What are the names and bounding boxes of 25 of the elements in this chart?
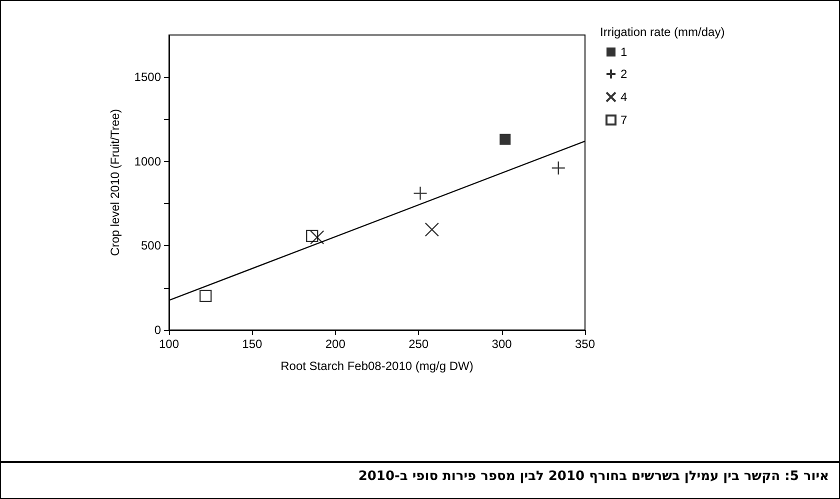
x-tick-label: 100 [158, 337, 180, 351]
x-tick-label: 200 [325, 337, 346, 351]
y-tick-label: 0 [154, 323, 162, 337]
y-tick-label: 500 [140, 238, 162, 253]
text: איור 5: הקשר בין עמילן בשרשים בחורף 2010 לבין מספר פירות סופי ב-2010 [1, 461, 839, 490]
legend-label: 4 [620, 90, 628, 104]
point [306, 230, 318, 242]
legend-label: 2 [620, 67, 628, 81]
point [200, 290, 212, 302]
point [500, 134, 511, 145]
legend-label: 7 [620, 113, 628, 127]
y-tick-label: 1500 [134, 70, 162, 84]
y-axis-title: Crop level 2010 (Fruit/Tree) [108, 109, 122, 256]
point [551, 160, 566, 176]
x-tick-label: 300 [492, 337, 512, 351]
point [413, 186, 428, 200]
x-axis-title: Root Starch Feb08-2010 (mg/g DW) [280, 359, 474, 373]
x-tick-label: 250 [408, 337, 429, 351]
x-tick-label: 350 [574, 337, 596, 351]
point [310, 230, 324, 244]
y-tick-label: 1000 [134, 154, 162, 168]
legend-title: Irrigation rate (mm/day) [600, 25, 725, 39]
point [424, 222, 440, 237]
x-tick-label: 150 [242, 337, 263, 351]
legend-label: 1 [620, 45, 628, 59]
